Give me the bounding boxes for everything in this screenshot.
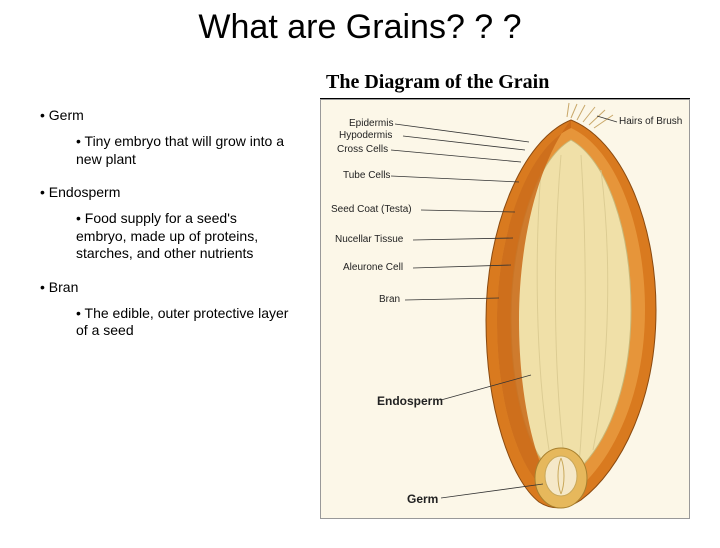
bullet-endosperm: • Endosperm	[40, 184, 320, 200]
label-nucellar: Nucellar Tissue	[335, 234, 403, 245]
label-cross-cells: Cross Cells	[337, 144, 388, 155]
label-bran: Bran	[379, 294, 400, 305]
diagram-panel: The Diagram of the Grain	[320, 67, 690, 519]
bullet-list: • Germ • Tiny embryo that will grow into…	[10, 67, 320, 519]
label-aleurone: Aleurone Cell	[343, 262, 403, 273]
diagram-title: The Diagram of the Grain	[320, 67, 690, 99]
label-hairs: Hairs of Brush	[619, 116, 682, 127]
label-endosperm: Endosperm	[377, 394, 443, 408]
bullet-germ-desc: • Tiny embryo that will grow into a new …	[40, 133, 320, 168]
bullet-bran-desc: • The edible, outer protective layer of …	[40, 305, 320, 340]
grain-diagram: Epidermis Hypodermis Cross Cells Tube Ce…	[320, 99, 690, 519]
slide-title: What are Grains? ? ?	[0, 8, 720, 47]
content: • Germ • Tiny embryo that will grow into…	[0, 67, 720, 519]
label-hypodermis: Hypodermis	[339, 130, 392, 141]
label-germ: Germ	[407, 492, 438, 506]
bullet-bran: • Bran	[40, 279, 320, 295]
label-seed-coat: Seed Coat (Testa)	[331, 204, 412, 215]
bullet-endosperm-desc: • Food supply for a seed's embryo, made …	[40, 210, 320, 263]
label-epidermis: Epidermis	[349, 118, 393, 129]
grain-svg	[321, 100, 690, 519]
bullet-germ: • Germ	[40, 107, 320, 123]
label-tube-cells: Tube Cells	[343, 170, 390, 181]
